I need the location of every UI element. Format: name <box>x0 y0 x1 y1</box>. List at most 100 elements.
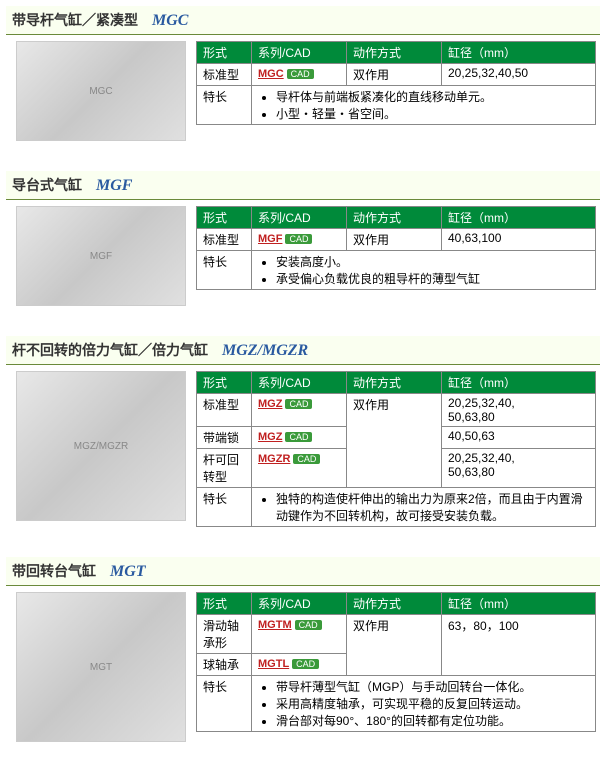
product-section: 带回转台气缸MGTMGT形式系列/CAD动作方式缸径（mm）滑动轴承形MGTMC… <box>6 557 600 742</box>
section-title-bar: 导台式气缸MGF <box>6 171 600 200</box>
cell-action: 双作用 <box>347 229 442 251</box>
spec-row: 滑动轴承形MGTMCAD双作用63，80，100 <box>197 615 596 654</box>
section-title-bar: 带导杆气缸／紧凑型 MGC <box>6 6 600 35</box>
feature-item: 承受偏心负载优良的粗导杆的薄型气缸 <box>276 270 589 287</box>
section-model: MGT <box>110 563 146 580</box>
header-bore: 缸径（mm） <box>442 207 596 229</box>
series-link[interactable]: MGZ <box>258 398 282 410</box>
cell-type: 标准型 <box>197 394 252 427</box>
cell-series: MGTLCAD <box>252 654 347 676</box>
cad-badge[interactable]: CAD <box>285 399 312 409</box>
cell-type: 带端锁 <box>197 427 252 449</box>
features-row: 特长独特的构造使杆伸出的输出力为原来2倍，而且由于内置滑动键作为不回转机构，故可… <box>197 488 596 527</box>
cell-series: MGZCAD <box>252 394 347 427</box>
series-link[interactable]: MGZR <box>258 453 290 465</box>
spec-row: 标准型MGFCAD双作用40,63,100 <box>197 229 596 251</box>
header-type: 形式 <box>197 593 252 615</box>
cad-badge[interactable]: CAD <box>285 234 312 244</box>
header-bore: 缸径（mm） <box>442 593 596 615</box>
features-cell: 安装高度小。承受偏心负载优良的粗导杆的薄型气缸 <box>252 251 596 290</box>
series-link[interactable]: MGTM <box>258 619 292 631</box>
series-link[interactable]: MGF <box>258 233 282 245</box>
spec-table: 形式系列/CAD动作方式缸径（mm）标准型MGFCAD双作用40,63,100特… <box>196 206 596 290</box>
feature-item: 安装高度小。 <box>276 253 589 270</box>
product-image: MGC <box>16 41 186 141</box>
series-link[interactable]: MGTL <box>258 658 289 670</box>
product-image: MGT <box>16 592 186 742</box>
product-image-box: MGC <box>6 41 196 141</box>
cell-bore: 20,25,32,40, 50,63,80 <box>442 449 596 488</box>
cell-series: MGTMCAD <box>252 615 347 654</box>
section-title: 杆不回转的倍力气缸／倍力气缸 <box>12 342 208 358</box>
cad-badge[interactable]: CAD <box>285 432 312 442</box>
feature-item: 采用高精度轴承，可实现平稳的反复回转运动。 <box>276 695 589 712</box>
product-image: MGZ/MGZR <box>16 371 186 521</box>
cell-bore: 40,50,63 <box>442 427 596 449</box>
features-label: 特长 <box>197 251 252 290</box>
spec-header-row: 形式系列/CAD动作方式缸径（mm） <box>197 207 596 229</box>
features-list: 安装高度小。承受偏心负载优良的粗导杆的薄型气缸 <box>258 253 589 287</box>
cell-series: MGFCAD <box>252 229 347 251</box>
features-label: 特长 <box>197 488 252 527</box>
header-type: 形式 <box>197 207 252 229</box>
feature-item: 滑台部对每90°、180°的回转都有定位功能。 <box>276 712 589 729</box>
cell-bore: 40,63,100 <box>442 229 596 251</box>
content-row: MGF形式系列/CAD动作方式缸径（mm）标准型MGFCAD双作用40,63,1… <box>6 206 600 306</box>
product-image-box: MGF <box>6 206 196 306</box>
spec-table: 形式系列/CAD动作方式缸径（mm）标准型MGCCAD双作用20,25,32,4… <box>196 41 596 125</box>
features-row: 特长带导杆薄型气缸（MGP）与手动回转台一体化。采用高精度轴承，可实现平稳的反复… <box>197 676 596 732</box>
product-image: MGF <box>16 206 186 306</box>
product-section: 带导杆气缸／紧凑型MGCMGC形式系列/CAD动作方式缸径（mm）标准型MGCC… <box>6 6 600 141</box>
cad-badge[interactable]: CAD <box>295 620 322 630</box>
features-cell: 导杆体与前端板紧凑化的直线移动单元。小型・轻量・省空间。 <box>252 86 596 125</box>
header-bore: 缸径（mm） <box>442 372 596 394</box>
header-action: 动作方式 <box>347 593 442 615</box>
section-title: 导台式气缸 <box>12 177 82 193</box>
section-title: 带回转台气缸 <box>12 563 96 579</box>
feature-item: 小型・轻量・省空间。 <box>276 105 589 122</box>
spec-row: 标准型MGZCAD双作用20,25,32,40, 50,63,80 <box>197 394 596 427</box>
series-link[interactable]: MGZ <box>258 431 282 443</box>
cell-bore: 63，80，100 <box>442 615 596 676</box>
header-type: 形式 <box>197 372 252 394</box>
header-type: 形式 <box>197 42 252 64</box>
spec-header-row: 形式系列/CAD动作方式缸径（mm） <box>197 372 596 394</box>
cad-badge[interactable]: CAD <box>292 659 319 669</box>
features-list: 导杆体与前端板紧凑化的直线移动单元。小型・轻量・省空间。 <box>258 88 589 122</box>
feature-item: 带导杆薄型气缸（MGP）与手动回转台一体化。 <box>276 678 589 695</box>
header-action: 动作方式 <box>347 42 442 64</box>
features-cell: 带导杆薄型气缸（MGP）与手动回转台一体化。采用高精度轴承，可实现平稳的反复回转… <box>252 676 596 732</box>
cell-bore: 20,25,32,40,50 <box>442 64 596 86</box>
cell-series: MGCCAD <box>252 64 347 86</box>
product-image-box: MGZ/MGZR <box>6 371 196 521</box>
features-list: 带导杆薄型气缸（MGP）与手动回转台一体化。采用高精度轴承，可实现平稳的反复回转… <box>258 678 589 729</box>
header-action: 动作方式 <box>347 207 442 229</box>
features-label: 特长 <box>197 86 252 125</box>
cad-badge[interactable]: CAD <box>293 454 320 464</box>
section-model: MGZ/MGZR <box>222 342 308 359</box>
header-series: 系列/CAD <box>252 372 347 394</box>
cad-badge[interactable]: CAD <box>287 69 314 79</box>
features-cell: 独特的构造使杆伸出的输出力为原来2倍，而且由于内置滑动键作为不回转机构，故可接受… <box>252 488 596 527</box>
spec-table: 形式系列/CAD动作方式缸径（mm）滑动轴承形MGTMCAD双作用63，80，1… <box>196 592 596 732</box>
feature-item: 导杆体与前端板紧凑化的直线移动单元。 <box>276 88 589 105</box>
cell-type: 标准型 <box>197 64 252 86</box>
spec-header-row: 形式系列/CAD动作方式缸径（mm） <box>197 593 596 615</box>
features-row: 特长安装高度小。承受偏心负载优良的粗导杆的薄型气缸 <box>197 251 596 290</box>
section-title-bar: 带回转台气缸 MGT <box>6 557 600 586</box>
header-series: 系列/CAD <box>252 593 347 615</box>
series-link[interactable]: MGC <box>258 68 284 80</box>
features-label: 特长 <box>197 676 252 732</box>
spec-header-row: 形式系列/CAD动作方式缸径（mm） <box>197 42 596 64</box>
cell-type: 标准型 <box>197 229 252 251</box>
features-row: 特长导杆体与前端板紧凑化的直线移动单元。小型・轻量・省空间。 <box>197 86 596 125</box>
spec-row: 标准型MGCCAD双作用20,25,32,40,50 <box>197 64 596 86</box>
content-row: MGZ/MGZR形式系列/CAD动作方式缸径（mm）标准型MGZCAD双作用20… <box>6 371 600 527</box>
cell-series: MGZRCAD <box>252 449 347 488</box>
product-section: 杆不回转的倍力气缸／倍力气缸 MGZ/MGZR MGZ/MGZR 形式系列/CAD动作… <box>6 336 600 527</box>
section-title: 带导杆气缸／紧凑型 <box>12 12 138 28</box>
cell-series: MGZCAD <box>252 427 347 449</box>
section-model: MGC <box>152 12 188 29</box>
product-section: 导台式气缸MGFMGF形式系列/CAD动作方式缸径（mm）标准型MGFCAD双作… <box>6 171 600 306</box>
header-series: 系列/CAD <box>252 207 347 229</box>
